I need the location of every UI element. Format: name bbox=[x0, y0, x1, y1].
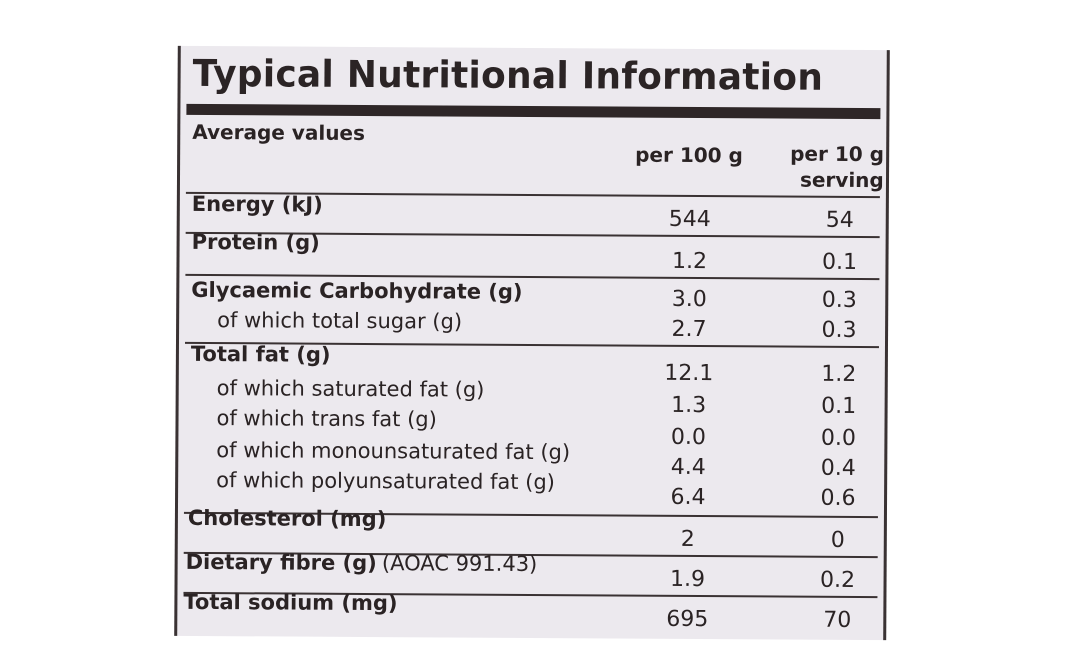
row-label-trans-fat: of which trans fat (g) bbox=[216, 406, 437, 432]
nutrition-label: Typical Nutritional Information Average … bbox=[174, 45, 890, 641]
row-value-protein-per100g: 1.2 bbox=[671, 248, 708, 275]
row-value-total-fat-per100g: 12.1 bbox=[664, 360, 714, 387]
row-label-polyunsaturated-fat: of which polyunsaturated fat (g) bbox=[216, 468, 555, 495]
row-label-dietary-fibre-method: (AOAC 991.43) bbox=[381, 551, 538, 577]
row-value-polyunsaturated-fat-per100g: 6.4 bbox=[670, 484, 706, 511]
row-label-saturated-fat: of which saturated fat (g) bbox=[216, 376, 485, 402]
row-value-energy-serving: 54 bbox=[825, 207, 854, 233]
row-label-dietary-fibre-group: Dietary fibre (g) (AOAC 991.43) bbox=[186, 550, 538, 576]
row-value-carbohydrate-serving: 0.3 bbox=[821, 287, 857, 313]
row-value-total-sodium-per100g: 695 bbox=[666, 606, 709, 633]
row-value-cholesterol-per100g: 2 bbox=[680, 526, 695, 552]
row-label-monounsaturated-fat: of which monounsaturated fat (g) bbox=[216, 438, 571, 465]
row-value-protein-serving: 0.1 bbox=[821, 249, 858, 275]
row-value-dietary-fibre-serving: 0.2 bbox=[819, 567, 856, 593]
row-label-total-fat: Total fat (g) bbox=[190, 341, 331, 367]
header-per-serving-line2: serving bbox=[799, 167, 884, 193]
row-value-total-sugar-per100g: 2.7 bbox=[671, 316, 707, 343]
row-value-monounsaturated-fat-serving: 0.4 bbox=[820, 455, 856, 481]
header-average-values: Average values bbox=[192, 119, 366, 145]
row-value-total-sodium-serving: 70 bbox=[823, 607, 852, 633]
row-value-trans-fat-per100g: 0.0 bbox=[670, 424, 707, 451]
header-per-serving-line1: per 10 g bbox=[790, 141, 885, 167]
label-title: Typical Nutritional Information bbox=[192, 51, 824, 99]
row-value-saturated-fat-serving: 0.1 bbox=[821, 393, 857, 419]
row-value-carbohydrate-per100g: 3.0 bbox=[671, 286, 707, 313]
row-label-carbohydrate: Glycaemic Carbohydrate (g) bbox=[191, 277, 523, 304]
header-per-100g: per 100 g bbox=[635, 142, 743, 168]
title-rule bbox=[186, 103, 881, 120]
row-value-trans-fat-serving: 0.0 bbox=[820, 425, 856, 451]
row-label-dietary-fibre: Dietary fibre (g) bbox=[185, 549, 377, 576]
row-label-total-sugar: of which total sugar (g) bbox=[217, 308, 463, 334]
row-value-energy-per100g: 544 bbox=[668, 206, 711, 233]
row-value-polyunsaturated-fat-serving: 0.6 bbox=[820, 485, 856, 511]
row-value-monounsaturated-fat-per100g: 4.4 bbox=[670, 454, 706, 481]
row-label-protein: Protein (g) bbox=[191, 229, 320, 255]
row-value-dietary-fibre-per100g: 1.9 bbox=[669, 566, 706, 593]
row-label-total-sodium: Total sodium (mg) bbox=[183, 589, 398, 616]
row-value-total-sugar-serving: 0.3 bbox=[821, 317, 857, 343]
row-value-cholesterol-serving: 0 bbox=[830, 527, 845, 553]
row-label-cholesterol: Cholesterol (mg) bbox=[187, 505, 387, 532]
row-value-total-fat-serving: 1.2 bbox=[821, 361, 857, 387]
row-label-energy: Energy (kJ) bbox=[191, 191, 323, 217]
row-value-saturated-fat-per100g: 1.3 bbox=[671, 392, 707, 419]
